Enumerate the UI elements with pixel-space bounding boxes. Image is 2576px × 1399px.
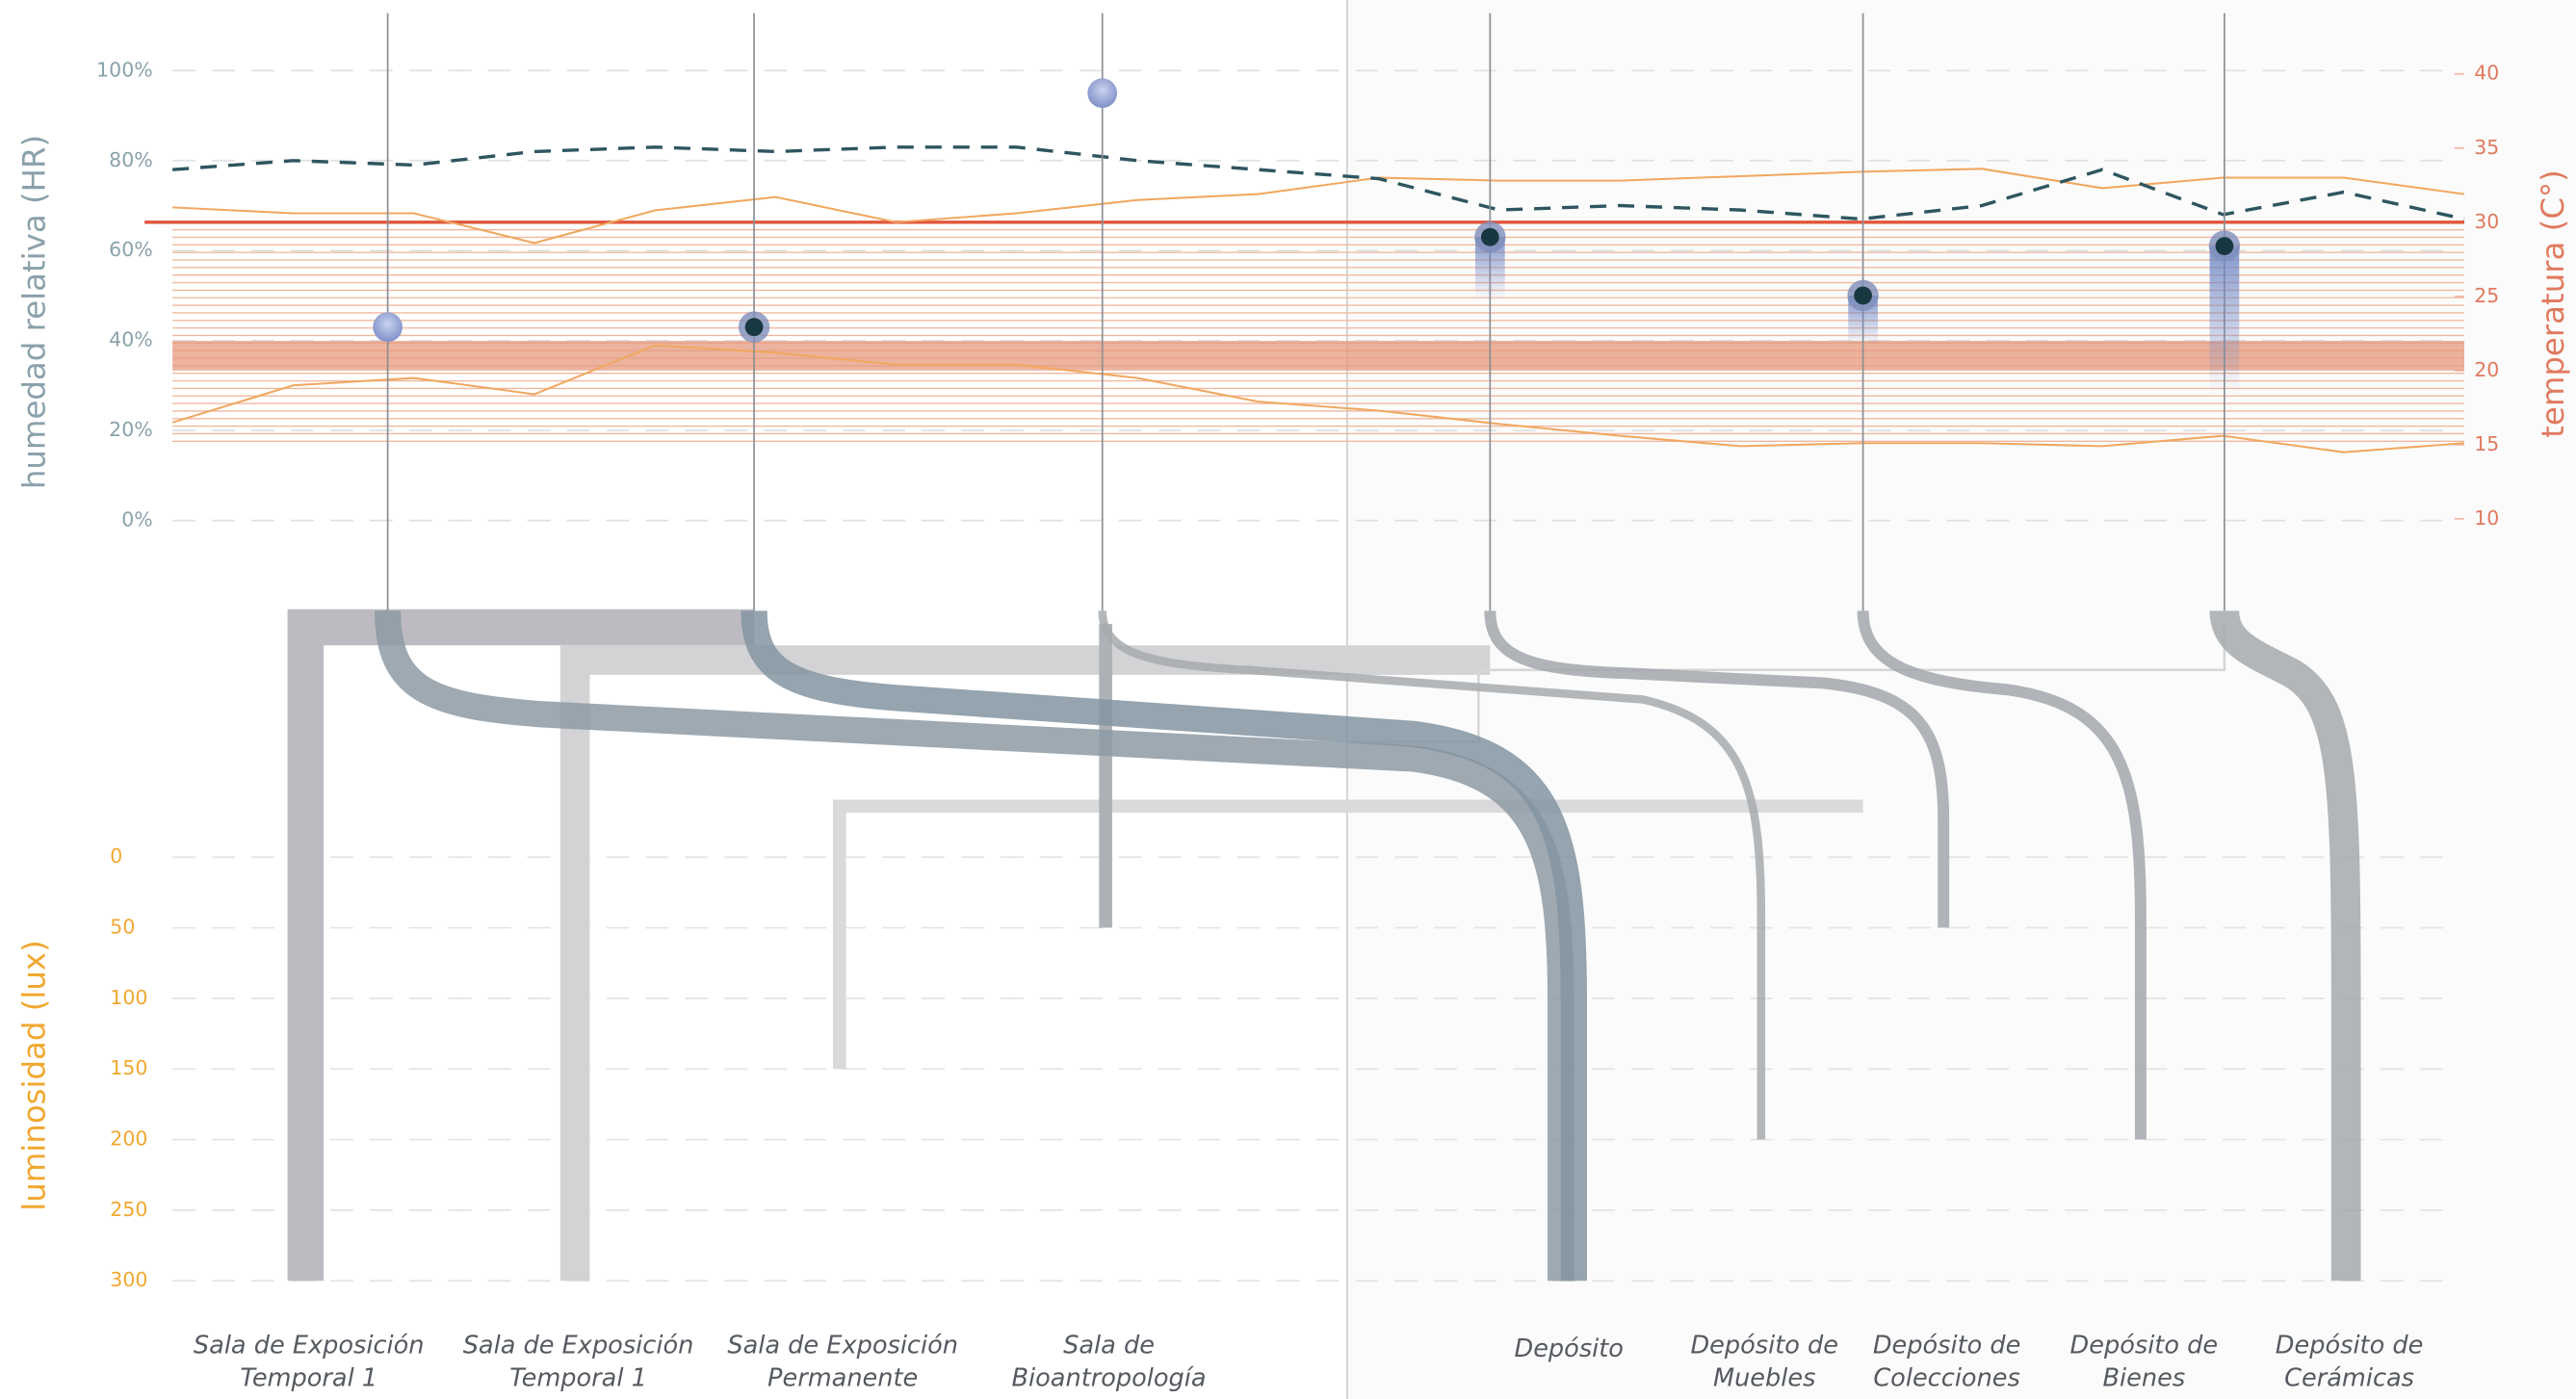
temperature-line xyxy=(172,168,2465,245)
sensor-point xyxy=(744,318,764,337)
room-label: Cerámicas xyxy=(2284,1364,2414,1393)
temperature-tick-label: 20 xyxy=(2474,358,2499,381)
room-label: Temporal 1 xyxy=(509,1364,647,1393)
room-flow xyxy=(1098,610,1766,1140)
lux-tick-label: 0 xyxy=(110,844,122,868)
page-right xyxy=(1346,0,2576,1399)
temperature-tick-label: 15 xyxy=(2474,432,2499,455)
room-label: Depósito de xyxy=(1690,1331,1838,1360)
sensor-point xyxy=(1480,227,1499,246)
room-label: Sala de Exposición xyxy=(727,1331,958,1360)
lux-axis-title: luminosidad (lux) xyxy=(16,940,53,1210)
room-label: Temporal 1 xyxy=(240,1364,377,1393)
humidity-line xyxy=(172,145,2465,221)
temperature-tick-label: 10 xyxy=(2474,506,2499,530)
room-label: Depósito de xyxy=(2070,1331,2219,1360)
temperature-band xyxy=(172,341,2464,371)
lux-tick-label: 200 xyxy=(110,1127,147,1151)
room-bar xyxy=(559,645,1491,1282)
room-label: Depósito xyxy=(1514,1334,1623,1363)
humidity-axis-title: humedad relativa (HR) xyxy=(16,135,53,489)
lux-tick-label: 300 xyxy=(110,1268,147,1291)
humidity-tick-label: 20% xyxy=(109,418,152,441)
lux-tick-label: 100 xyxy=(110,986,147,1009)
background-layer xyxy=(144,69,2465,1282)
humidity-tick-label: 60% xyxy=(109,238,152,261)
temperature-tick-label: 30 xyxy=(2474,210,2499,233)
temperature-tick-label: 25 xyxy=(2474,284,2499,307)
sensor-point xyxy=(1087,78,1118,109)
room-bar xyxy=(287,609,755,1282)
temperature-line xyxy=(171,344,2465,453)
room-flow xyxy=(741,610,1587,1282)
lux-tick-label: 50 xyxy=(110,916,135,939)
sensor-point xyxy=(373,312,403,343)
room-label: Permanente xyxy=(768,1364,918,1393)
room-label: Colecciones xyxy=(1873,1364,2020,1393)
room-label: Muebles xyxy=(1713,1364,1815,1393)
humidity-tick-label: 80% xyxy=(109,148,152,171)
temperature-axis-title: temperatura (C°) xyxy=(2535,169,2571,438)
room-flow xyxy=(2209,609,2361,1282)
sensor-point xyxy=(1854,286,1872,305)
room-label: Depósito de xyxy=(1873,1331,2021,1360)
room-flow xyxy=(1857,610,2147,1140)
room-label: Sala de Exposición xyxy=(463,1331,694,1360)
flow-layer xyxy=(287,13,2361,1282)
humidity-tick-label: 0% xyxy=(121,508,152,531)
room-label: Bioantropología xyxy=(1012,1364,1207,1393)
lux-tick-label: 150 xyxy=(110,1056,147,1079)
room-label: Sala de Exposición xyxy=(194,1331,425,1360)
temperature-tick-label: 40 xyxy=(2474,62,2499,85)
sensor-spread xyxy=(2209,246,2240,395)
front-layer: humedad relativa (HR) luminosidad (lux) te… xyxy=(16,58,2571,1392)
humidity-tick-label: 40% xyxy=(109,328,152,351)
room-flow xyxy=(1484,610,1950,928)
room-label: Depósito de xyxy=(2276,1331,2424,1360)
room-label: Sala de xyxy=(1063,1331,1155,1360)
room-flow xyxy=(374,610,1574,1282)
sensor-point xyxy=(2215,237,2234,255)
temperature-tick-label: 35 xyxy=(2474,136,2499,159)
room-label: Bienes xyxy=(2102,1364,2185,1393)
humidity-tick-label: 100% xyxy=(96,58,152,81)
lux-tick-label: 250 xyxy=(110,1198,147,1221)
